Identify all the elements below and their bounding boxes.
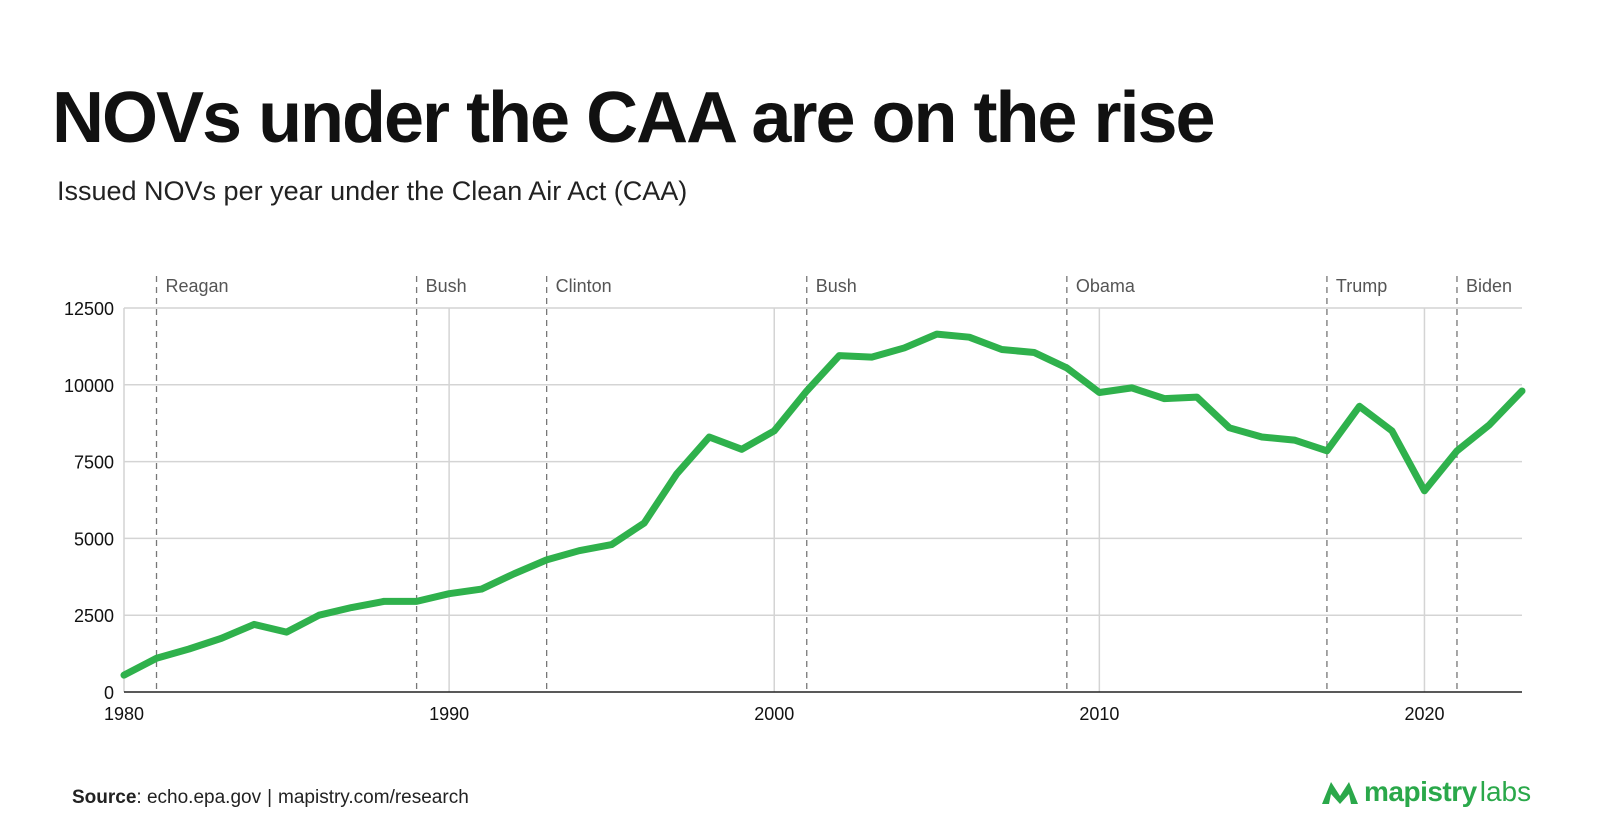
presidency-label: Reagan [166, 276, 229, 296]
presidency-label: Bush [426, 276, 467, 296]
brand-logo: mapistry labs [1322, 776, 1531, 808]
presidency-label: Obama [1076, 276, 1136, 296]
presidency-label: Bush [816, 276, 857, 296]
presidency-label: Clinton [556, 276, 612, 296]
y-tick-label: 0 [104, 683, 114, 703]
y-tick-label: 2500 [74, 606, 114, 626]
source-label: Source [72, 787, 137, 808]
series-line [120, 330, 1526, 679]
line-chart: Reagan Bush Clinton Bush Obama Trump Biden 0 25… [64, 276, 1526, 724]
y-tick-label: 5000 [74, 529, 114, 549]
x-tick-label: 1980 [104, 704, 144, 724]
x-tick-label: 1990 [429, 704, 469, 724]
source-note: Source: echo.epa.gov | mapistry.com/resear… [72, 787, 469, 809]
source-separator: | [267, 787, 273, 808]
presidency-label: Trump [1336, 276, 1387, 296]
mapistry-logo-icon [1322, 782, 1358, 804]
x-tick-label: 2000 [754, 704, 794, 724]
y-tick-label: 12500 [64, 299, 114, 319]
presidency-annotations: Reagan Bush Clinton Bush Obama Trump Biden [155, 276, 1512, 692]
source-link[interactable]: mapistry.com/research [278, 787, 469, 808]
y-tick-label: 10000 [64, 376, 114, 396]
grid-lines [124, 307, 1522, 692]
series [120, 330, 1526, 679]
brand-suffix: labs [1479, 776, 1532, 807]
brand-name: mapistry [1364, 776, 1477, 807]
presidency-label: Biden [1466, 276, 1512, 296]
source-text: : echo.epa.gov [136, 787, 262, 808]
axes: 0 2500 5000 7500 10000 12500 1980 1990 2000 2010 2… [64, 299, 1522, 724]
chart-subtitle: Issued NOVs per year under the Clean Air… [57, 176, 688, 206]
x-tick-label: 2010 [1079, 704, 1119, 724]
chart-title: NOVs under the CAA are on the rise [52, 78, 1216, 158]
y-tick-label: 7500 [74, 453, 114, 473]
x-tick-label: 2020 [1404, 704, 1444, 724]
